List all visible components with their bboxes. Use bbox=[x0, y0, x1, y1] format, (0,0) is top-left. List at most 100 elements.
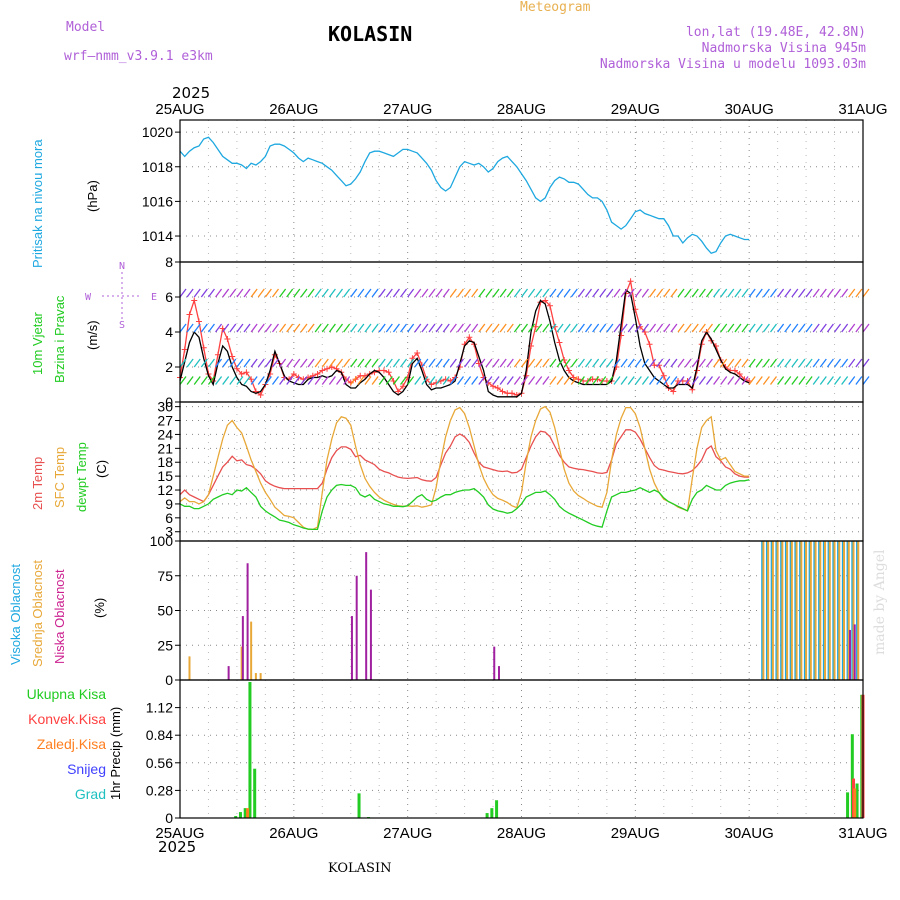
wind-barb bbox=[748, 323, 756, 333]
y-tick-label: 0 bbox=[165, 394, 173, 410]
wind-barb bbox=[222, 323, 230, 333]
bar-3-1 bbox=[852, 541, 855, 680]
wind-barb bbox=[663, 288, 671, 298]
wind-barb bbox=[698, 288, 706, 298]
wind-barb bbox=[215, 358, 223, 368]
y-tick-label: 0 bbox=[165, 672, 173, 688]
y-tick-label: 0.56 bbox=[146, 755, 173, 771]
bar-3-1 bbox=[857, 541, 860, 680]
wind-barb bbox=[442, 358, 450, 368]
wind-barb bbox=[314, 376, 322, 385]
wind-barb bbox=[528, 323, 536, 333]
bar-3-0 bbox=[770, 541, 773, 680]
y-tick-label: 21 bbox=[157, 440, 173, 456]
bar-3-1 bbox=[188, 656, 191, 680]
precip-unit: 1hr Precip (mm) bbox=[108, 706, 123, 800]
wind-barb bbox=[812, 323, 820, 333]
wind-barb bbox=[400, 288, 408, 298]
wind-barb bbox=[336, 323, 344, 333]
y-tick-label: 27 bbox=[157, 413, 173, 429]
wind-barb bbox=[186, 323, 194, 333]
wind-barb bbox=[364, 323, 372, 333]
wind-barb bbox=[257, 288, 265, 298]
wind-barb bbox=[257, 376, 265, 385]
wind-barb bbox=[528, 376, 536, 385]
wind-barb bbox=[755, 358, 763, 368]
wind-barb bbox=[293, 376, 301, 385]
wind-barb bbox=[222, 288, 230, 298]
wind-barb bbox=[826, 288, 834, 298]
wind-barb bbox=[478, 358, 486, 368]
wind-barb bbox=[627, 376, 635, 385]
wind-barb bbox=[663, 376, 671, 385]
wind-barb bbox=[407, 358, 415, 368]
wind-barb bbox=[798, 358, 806, 368]
wind-barb bbox=[193, 323, 201, 333]
wind-barb bbox=[279, 323, 287, 333]
wind-barb bbox=[442, 323, 450, 333]
wind-barb bbox=[641, 358, 649, 368]
wind-barb bbox=[400, 358, 408, 368]
model-elevation-label: Nadmorska Visina u modelu 1093.03m bbox=[599, 57, 866, 72]
wind-title-1: 10m Vjetar bbox=[30, 312, 45, 375]
wind-barb bbox=[464, 323, 472, 333]
wind-barb bbox=[385, 323, 393, 333]
station-title: KOLASIN bbox=[328, 22, 413, 46]
wind-barb bbox=[549, 323, 557, 333]
series-line-2-2 bbox=[179, 479, 750, 531]
wind-barb bbox=[535, 376, 543, 385]
wind-barb bbox=[585, 323, 593, 333]
wind-barb bbox=[855, 376, 863, 385]
wind-barb bbox=[570, 376, 578, 385]
wind-barb bbox=[250, 323, 258, 333]
wind-barb bbox=[748, 358, 756, 368]
wind-barb bbox=[819, 323, 827, 333]
time-tick-top: 26AUG bbox=[269, 101, 318, 118]
wind-barb bbox=[236, 358, 244, 368]
wind-barb bbox=[385, 376, 393, 385]
wind-barb bbox=[634, 288, 642, 298]
wind-barb bbox=[748, 288, 756, 298]
wind-speed-point bbox=[380, 367, 387, 374]
wind-speed-point bbox=[195, 318, 202, 325]
wind-barb bbox=[179, 358, 187, 368]
temp-unit: (C) bbox=[94, 459, 109, 478]
wind-barb bbox=[414, 376, 422, 385]
wind-barb bbox=[364, 376, 372, 385]
tick-labels-layer: 25AUG 25AUG 26AUG 26AUG 27AUG 27AUG 28AUG 28AUG… bbox=[142, 101, 888, 842]
wind-barb bbox=[357, 288, 365, 298]
bar-3-1 bbox=[800, 541, 803, 680]
y-tick-label: 4 bbox=[165, 324, 173, 340]
wind-barb bbox=[264, 358, 272, 368]
wind-speed-point bbox=[565, 367, 572, 374]
bar-4-0 bbox=[243, 808, 247, 818]
wind-barb bbox=[314, 288, 322, 298]
wind-barb bbox=[456, 358, 464, 368]
bar-3-1 bbox=[843, 541, 846, 680]
wind-barb bbox=[193, 358, 201, 368]
wind-barb bbox=[748, 376, 756, 385]
wind-barb bbox=[784, 358, 792, 368]
y-tick-label: 1018 bbox=[142, 159, 173, 175]
wind-barb bbox=[250, 376, 258, 385]
wind-barb bbox=[485, 323, 493, 333]
wind-barb bbox=[741, 323, 749, 333]
wind-barb bbox=[456, 376, 464, 385]
wind-speed-point bbox=[731, 367, 738, 374]
wind-barb bbox=[293, 288, 301, 298]
time-tick-top: 29AUG bbox=[611, 101, 660, 118]
wind-barb bbox=[414, 288, 422, 298]
wind-barb bbox=[243, 288, 251, 298]
wind-barb bbox=[286, 376, 294, 385]
wind-barb bbox=[570, 358, 578, 368]
wind-barb bbox=[791, 376, 799, 385]
wind-barb bbox=[720, 358, 728, 368]
y-tick-label: 6 bbox=[165, 289, 173, 305]
bar-4-0 bbox=[357, 793, 361, 818]
y-tick-label: 1020 bbox=[142, 124, 173, 140]
wind-barb bbox=[834, 323, 842, 333]
wind-speed-point bbox=[181, 346, 188, 353]
wind-barb bbox=[179, 288, 187, 298]
wind-barb bbox=[215, 376, 223, 385]
wind-barb bbox=[727, 376, 735, 385]
